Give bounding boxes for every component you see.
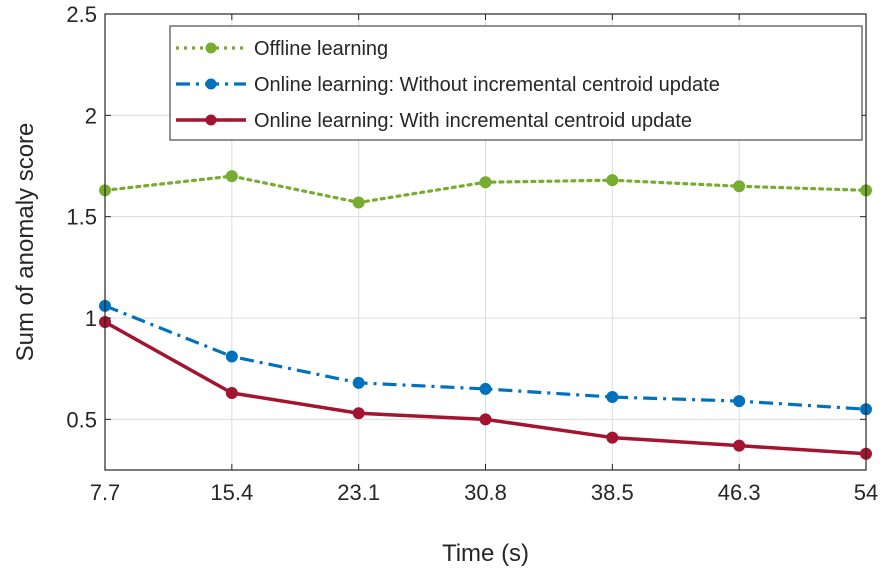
series-3 (99, 316, 872, 460)
data-point (352, 196, 365, 209)
data-point (352, 407, 365, 420)
legend-label: Online learning: Without incremental cen… (254, 74, 720, 96)
data-point (225, 170, 238, 183)
x-tick-label: 15.4 (210, 480, 253, 505)
tick-layer: 7.7 15.4 23.1 30.8 38.5 46.3 54 0.5 1 1.5 2 2.5 (66, 2, 878, 505)
y-axis-label: Sum of anomaly score (12, 123, 39, 362)
x-axis-label: Time (s) (442, 540, 529, 567)
legend: Offline learning Online learning: Without… (169, 25, 863, 141)
x-tick-label: 7.7 (90, 480, 121, 505)
data-point (733, 439, 746, 452)
legend-label: Online learning: With incremental centro… (254, 110, 692, 132)
data-point (606, 431, 619, 444)
data-point (606, 174, 619, 187)
legend-box (169, 25, 863, 141)
series-1 (99, 170, 872, 209)
series-2 (99, 299, 872, 416)
x-tick-label: 23.1 (337, 480, 380, 505)
data-point (733, 395, 746, 408)
data-point (225, 386, 238, 399)
series-layer (99, 170, 872, 460)
y-tick-label: 1.5 (66, 205, 97, 230)
y-tick-label: 2 (85, 103, 97, 128)
y-tick-label: 2.5 (66, 2, 97, 27)
y-tick-label: 0.5 (66, 407, 97, 432)
legend-marker (205, 78, 217, 90)
data-point (733, 180, 746, 193)
x-tick-label: 30.8 (464, 480, 507, 505)
legend-label: Offline learning (254, 38, 388, 60)
x-tick-label: 38.5 (591, 480, 634, 505)
data-point (479, 176, 492, 189)
legend-marker (205, 114, 217, 126)
data-point (479, 382, 492, 395)
data-point (225, 350, 238, 363)
y-tick-label: 1 (85, 306, 97, 331)
data-point (352, 376, 365, 389)
x-tick-label: 54 (854, 480, 878, 505)
x-tick-label: 46.3 (718, 480, 761, 505)
legend-marker (205, 42, 217, 54)
data-point (479, 413, 492, 426)
data-point (606, 391, 619, 404)
